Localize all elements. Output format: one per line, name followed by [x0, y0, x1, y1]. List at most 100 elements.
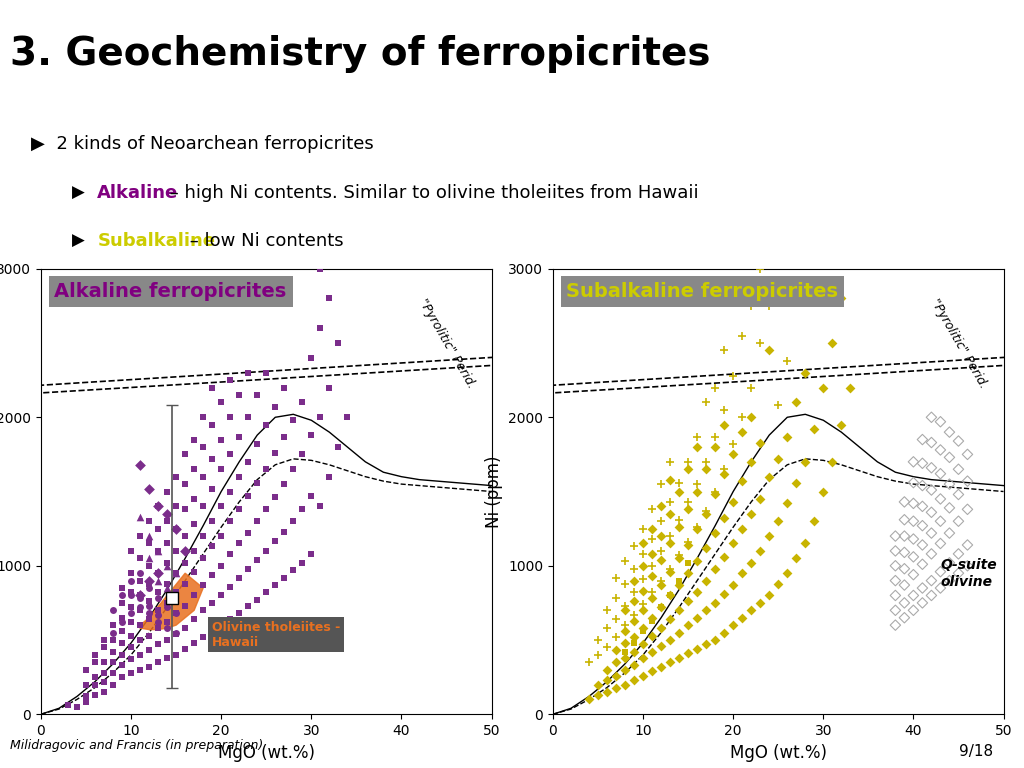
Point: [734, 426, 751, 439]
Point: [177, 578, 194, 590]
Point: [671, 579, 687, 591]
Point: [779, 355, 796, 367]
Point: [150, 638, 166, 650]
Point: [222, 613, 239, 625]
Point: [616, 646, 633, 658]
Point: [177, 449, 194, 461]
Point: [932, 444, 948, 456]
Point: [114, 597, 130, 609]
Point: [653, 574, 670, 587]
Point: [294, 557, 310, 569]
Point: [123, 574, 139, 587]
Text: ▶  2 kinds of Neoarchean ferropicrites: ▶ 2 kinds of Neoarchean ferropicrites: [31, 135, 374, 153]
Point: [168, 471, 184, 483]
Point: [285, 564, 301, 576]
Point: [887, 604, 903, 617]
Point: [932, 538, 948, 550]
Point: [141, 613, 158, 625]
Point: [204, 419, 220, 431]
Point: [132, 619, 148, 631]
Text: 9/18: 9/18: [959, 744, 993, 760]
Point: [905, 515, 922, 528]
Point: [123, 653, 139, 665]
Point: [734, 611, 751, 624]
Point: [815, 485, 831, 498]
Point: [950, 488, 967, 501]
Text: – high Ni contents. Similar to olivine tholeiites from Hawaii: – high Ni contents. Similar to olivine t…: [164, 184, 698, 201]
Point: [932, 565, 948, 578]
Point: [716, 551, 732, 563]
Point: [123, 589, 139, 601]
Point: [626, 631, 642, 643]
Point: [662, 563, 678, 575]
X-axis label: MgO (wt.%): MgO (wt.%): [730, 743, 826, 762]
Point: [671, 604, 687, 617]
Point: [716, 404, 732, 416]
Point: [123, 667, 139, 679]
Point: [924, 484, 940, 496]
Point: [303, 352, 319, 364]
Point: [322, 471, 338, 483]
Point: [680, 619, 696, 631]
Point: [213, 433, 229, 445]
Point: [788, 396, 805, 409]
Point: [222, 515, 239, 528]
Point: [150, 567, 166, 579]
Point: [896, 496, 912, 508]
Point: [626, 614, 642, 627]
Point: [240, 600, 256, 612]
Point: [249, 554, 265, 566]
Point: [680, 647, 696, 660]
Point: [204, 452, 220, 465]
Point: [322, 293, 338, 305]
Point: [87, 656, 103, 668]
Point: [635, 622, 651, 634]
Point: [932, 582, 948, 594]
Point: [141, 538, 158, 550]
Point: [150, 604, 166, 617]
Point: [914, 597, 931, 609]
Point: [689, 522, 706, 535]
Point: [186, 565, 203, 578]
Point: [653, 601, 670, 614]
Text: Milidragovic and Francis (in preparation): Milidragovic and Francis (in preparation…: [10, 739, 263, 752]
Point: [599, 604, 615, 617]
Point: [671, 485, 687, 498]
Point: [186, 463, 203, 475]
Point: [141, 582, 158, 594]
Point: [914, 539, 931, 551]
Point: [653, 530, 670, 542]
Point: [905, 589, 922, 601]
Point: [887, 545, 903, 557]
Point: [599, 664, 615, 676]
Point: [96, 641, 113, 654]
Point: [680, 595, 696, 607]
Point: [204, 482, 220, 495]
Point: [141, 515, 158, 528]
Point: [186, 637, 203, 649]
Point: [779, 430, 796, 442]
Point: [590, 634, 606, 646]
Point: [635, 638, 651, 650]
Point: [707, 597, 723, 609]
Point: [707, 488, 723, 501]
Point: [159, 616, 175, 628]
Point: [743, 455, 760, 468]
Point: [716, 419, 732, 431]
Point: [626, 595, 642, 607]
Point: [626, 541, 642, 553]
Point: [104, 656, 121, 668]
Point: [644, 630, 660, 642]
Point: [150, 622, 166, 634]
Point: [662, 589, 678, 601]
Point: [141, 530, 158, 542]
Point: [141, 595, 158, 607]
Point: [303, 548, 319, 560]
Point: [249, 515, 265, 528]
Point: [671, 627, 687, 639]
Point: [635, 548, 651, 560]
Point: [213, 619, 229, 631]
Point: [761, 530, 777, 542]
Point: [635, 573, 651, 585]
Point: [132, 601, 148, 614]
